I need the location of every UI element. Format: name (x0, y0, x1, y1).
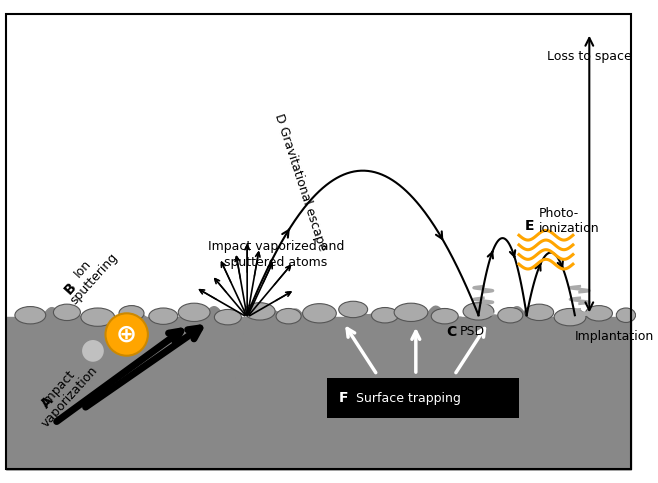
Ellipse shape (524, 304, 553, 321)
Ellipse shape (149, 308, 178, 325)
Text: C: C (447, 325, 457, 339)
Ellipse shape (617, 308, 636, 323)
Text: ⊕: ⊕ (116, 323, 137, 346)
Ellipse shape (303, 304, 336, 323)
Text: D Gravitational escape: D Gravitational escape (272, 112, 328, 253)
Text: E: E (524, 219, 534, 233)
Ellipse shape (81, 308, 114, 327)
Ellipse shape (554, 309, 586, 326)
Text: B: B (62, 280, 80, 297)
Text: Impact vaporized and
sputtered atoms: Impact vaporized and sputtered atoms (208, 240, 344, 269)
Text: A: A (39, 393, 57, 411)
Ellipse shape (215, 310, 241, 325)
FancyBboxPatch shape (327, 378, 519, 418)
Ellipse shape (178, 303, 210, 322)
Text: Implantation: Implantation (574, 330, 654, 343)
Text: Ion
sputtering: Ion sputtering (56, 241, 120, 307)
Ellipse shape (276, 309, 301, 324)
Circle shape (82, 340, 105, 362)
Ellipse shape (372, 308, 399, 323)
Ellipse shape (431, 309, 458, 324)
Ellipse shape (119, 306, 144, 321)
Text: F: F (339, 391, 348, 405)
Ellipse shape (339, 301, 368, 318)
Ellipse shape (463, 303, 494, 320)
Text: Loss to space: Loss to space (547, 50, 632, 63)
Ellipse shape (497, 308, 523, 323)
Ellipse shape (586, 306, 613, 321)
Ellipse shape (15, 307, 45, 324)
Ellipse shape (53, 304, 80, 321)
Ellipse shape (244, 303, 275, 320)
Text: Photo-
ionization: Photo- ionization (539, 207, 600, 235)
Text: Surface trapping: Surface trapping (352, 392, 461, 405)
Ellipse shape (394, 303, 428, 322)
Text: PSD: PSD (460, 325, 486, 338)
Circle shape (105, 313, 148, 355)
Text: Impact
vaporization: Impact vaporization (28, 354, 100, 430)
